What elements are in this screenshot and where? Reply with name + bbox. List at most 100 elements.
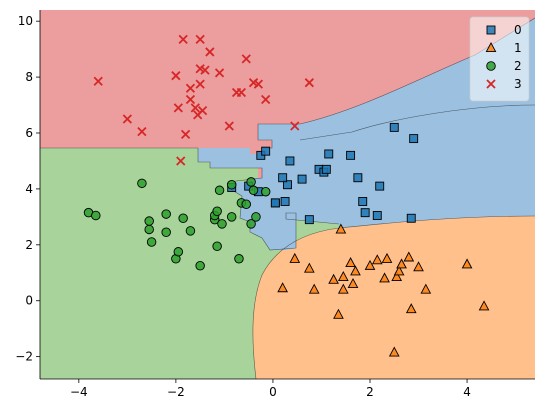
point-class-0-10 (324, 149, 334, 159)
point-class-1-1 (289, 252, 301, 263)
point-class-0-21 (261, 146, 271, 156)
point-class-0-17 (389, 122, 399, 132)
legend-label-2: 2 (514, 59, 522, 73)
decision-regions (40, 10, 535, 379)
point-class-2-7 (161, 209, 171, 219)
point-class-3-11 (195, 34, 205, 44)
legend-label-3: 3 (514, 77, 522, 91)
point-class-3-23 (253, 79, 264, 89)
point-class-0-5 (297, 174, 307, 184)
point-class-3-17 (214, 68, 225, 78)
point-class-1-20 (403, 251, 415, 262)
point-class-2-20 (226, 212, 237, 222)
y-tick-label: −2 (15, 350, 33, 364)
point-class-0-3 (283, 180, 292, 190)
border-0-3 (257, 17, 535, 149)
point-class-2-5 (146, 237, 157, 247)
legend-marker-3 (486, 79, 496, 89)
point-class-3-2 (137, 126, 147, 137)
point-class-1-0 (277, 282, 288, 293)
point-class-0-14 (360, 208, 370, 218)
point-class-0-13 (358, 197, 368, 206)
y-tick-label: 2 (25, 238, 33, 252)
point-class-1-7 (337, 283, 349, 294)
point-class-0-18 (409, 134, 419, 144)
point-class-3-6 (180, 129, 191, 140)
point-class-1-12 (364, 259, 376, 270)
point-class-1-13 (371, 254, 383, 265)
point-class-1-22 (413, 261, 424, 272)
point-class-2-17 (214, 185, 225, 196)
point-class-1-6 (335, 223, 347, 234)
point-class-1-18 (393, 265, 405, 276)
point-class-2-2 (137, 178, 147, 189)
point-class-3-9 (190, 103, 200, 113)
point-class-3-5 (178, 34, 188, 44)
point-class-2-25 (246, 177, 256, 187)
decision-region-1 (252, 216, 535, 379)
point-class-2-28 (260, 186, 271, 197)
point-class-3-27 (173, 103, 183, 113)
decision-region-0 (198, 18, 535, 250)
point-class-1-4 (328, 273, 339, 284)
x-tick-label: 0 (269, 385, 277, 399)
point-class-3-3 (171, 71, 181, 81)
y-tick-label: 4 (25, 182, 33, 196)
point-class-3-14 (197, 105, 208, 116)
border-0-3-lower (299, 104, 535, 141)
point-class-3-21 (241, 54, 251, 64)
point-class-2-3 (144, 224, 154, 235)
point-class-0-16 (375, 181, 385, 191)
point-class-3-4 (176, 156, 186, 166)
point-class-1-3 (308, 283, 320, 294)
legend-entries: 0 1 2 3 (485, 23, 522, 91)
point-class-1-23 (420, 283, 432, 294)
legend: 0 1 2 3 (469, 16, 530, 102)
data-points (83, 34, 490, 357)
point-class-2-24 (246, 219, 256, 229)
point-class-3-18 (224, 121, 234, 131)
point-class-0-9 (321, 164, 331, 174)
legend-label-1: 1 (514, 41, 522, 55)
point-class-0-6 (304, 215, 314, 225)
y-tick-label: 10 (18, 14, 33, 28)
point-class-2-19 (226, 179, 237, 190)
point-class-2-23 (241, 199, 251, 210)
point-class-0-2 (285, 156, 295, 166)
point-class-0-15 (372, 211, 382, 220)
y-tick-label: 8 (25, 70, 33, 84)
point-class-2-12 (195, 261, 205, 271)
point-class-1-10 (347, 278, 359, 289)
point-class-2-11 (185, 226, 196, 236)
point-class-3-1 (122, 114, 132, 124)
x-tick-label: 2 (366, 385, 374, 399)
point-class-3-8 (185, 94, 196, 105)
point-class-0-25 (270, 198, 280, 208)
point-class-3-15 (200, 65, 210, 75)
y-tick-label: 0 (25, 294, 33, 308)
legend-marker-2 (486, 61, 496, 71)
point-class-1-11 (350, 265, 361, 276)
point-class-1-2 (303, 262, 315, 273)
point-class-3-24 (261, 94, 271, 105)
point-class-1-19 (396, 258, 407, 269)
y-tick-label: 6 (25, 126, 33, 140)
point-class-1-15 (381, 252, 393, 263)
point-class-3-16 (205, 47, 215, 57)
point-class-3-0 (93, 76, 103, 86)
axis-ticks: −4 −2 0 2 4 −2 0 2 4 6 8 10 (15, 14, 471, 399)
point-class-0-4 (278, 173, 288, 183)
point-class-2-10 (178, 213, 188, 224)
legend-marker-0 (486, 25, 496, 35)
x-tick-label: −2 (167, 385, 185, 399)
point-class-1-8 (337, 271, 349, 282)
legend-marker-1 (485, 42, 497, 53)
point-class-2-9 (173, 247, 184, 257)
point-class-1-21 (405, 303, 417, 314)
point-class-3-13 (195, 79, 205, 89)
x-tick-label: −4 (70, 385, 88, 399)
x-tick-label: 4 (463, 385, 471, 399)
point-class-2-1 (91, 210, 101, 221)
legend-label-0: 0 (514, 23, 522, 37)
